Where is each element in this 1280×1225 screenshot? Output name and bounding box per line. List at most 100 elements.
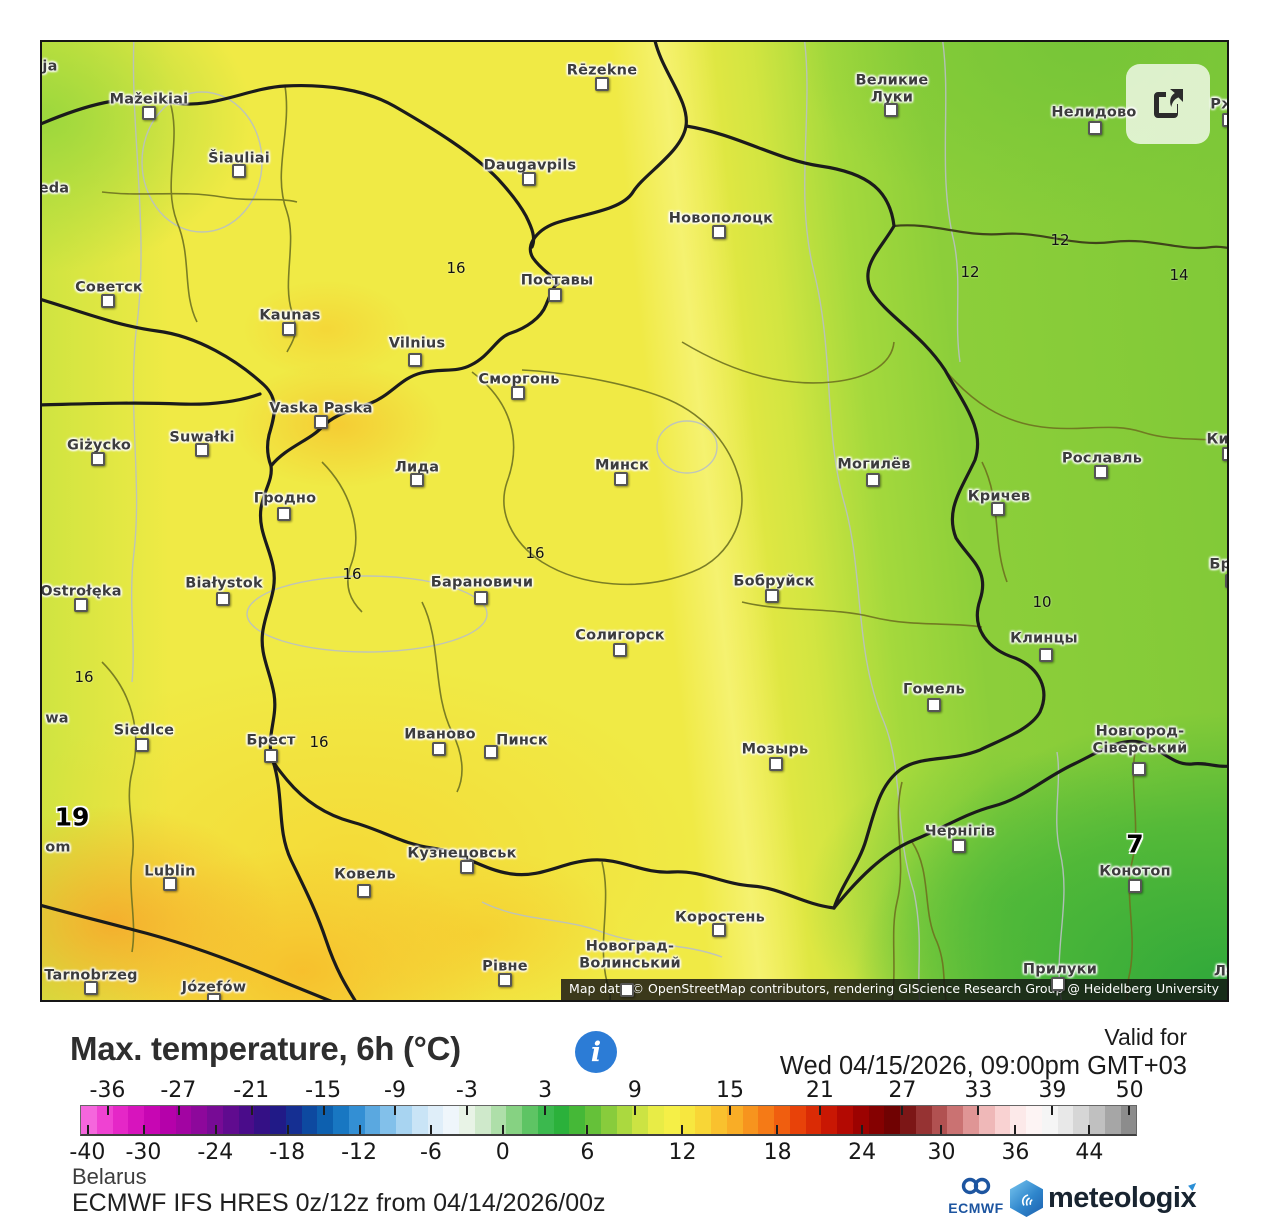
city-marker bbox=[216, 592, 230, 606]
colorbar-tick-label: -27 bbox=[160, 1078, 197, 1103]
temperature-value: 19 bbox=[54, 802, 90, 832]
colorbar-segment bbox=[1120, 1106, 1137, 1134]
city-label: wa bbox=[45, 710, 69, 727]
colorbar-segment bbox=[821, 1106, 837, 1134]
city-marker bbox=[135, 738, 149, 752]
colorbar-tick-label: -18 bbox=[269, 1140, 306, 1165]
city-label: Могилёв bbox=[837, 456, 911, 473]
colorbar-segment bbox=[569, 1106, 585, 1134]
colorbar-segment bbox=[1089, 1106, 1105, 1134]
city-marker bbox=[1088, 121, 1102, 135]
city-marker bbox=[232, 164, 246, 178]
colorbar-segment bbox=[238, 1106, 255, 1134]
colorbar-tick bbox=[633, 1106, 636, 1115]
city-marker bbox=[1222, 447, 1227, 461]
colorbar-tick bbox=[107, 1106, 110, 1115]
colorbar-segment bbox=[317, 1106, 333, 1134]
city-label: Бобруйск bbox=[733, 573, 815, 590]
city-marker bbox=[84, 981, 98, 995]
colorbar-segment bbox=[947, 1106, 963, 1134]
city-marker bbox=[432, 742, 446, 756]
city-marker bbox=[613, 643, 627, 657]
colorbar-tick-label: -30 bbox=[125, 1140, 162, 1165]
city-marker bbox=[1222, 113, 1227, 127]
colorbar-tick bbox=[1013, 1125, 1016, 1134]
city-marker bbox=[548, 288, 562, 302]
city-label: Новополоцк bbox=[668, 210, 774, 227]
colorbar-segment bbox=[978, 1106, 995, 1134]
temperature-value: 7 bbox=[1126, 829, 1144, 859]
colorbar-tick bbox=[860, 1125, 863, 1134]
colorbar-tick bbox=[586, 1125, 589, 1134]
temperature-value: 16 bbox=[342, 565, 362, 583]
info-icon[interactable]: i bbox=[575, 1031, 617, 1073]
city-label: Новоград- Волинський bbox=[579, 938, 681, 971]
city-marker bbox=[712, 225, 726, 239]
city-marker bbox=[484, 745, 498, 759]
colorbar-segment bbox=[1073, 1106, 1089, 1134]
colorbar-tick bbox=[502, 1125, 504, 1134]
map-borders-layer bbox=[42, 42, 1227, 1000]
colorbar-segment bbox=[364, 1106, 381, 1134]
colorbar-labels-top: -36 -27 -21 -15 -9 -3 3 9 15 21 27 33 39 50 bbox=[80, 1078, 1144, 1103]
colorbar-segment bbox=[915, 1106, 932, 1134]
city-label: Ковель bbox=[334, 866, 396, 883]
map-canvas[interactable]: Map data © OpenStreetMap contributors, r… bbox=[40, 40, 1229, 1002]
city-marker bbox=[620, 983, 634, 997]
city-marker bbox=[1225, 574, 1227, 588]
colorbar-tick bbox=[394, 1106, 397, 1115]
colorbar-tick bbox=[976, 1106, 979, 1115]
city-marker bbox=[1128, 879, 1142, 893]
colorbar-tick bbox=[818, 1106, 821, 1115]
city-marker bbox=[410, 473, 424, 487]
temperature-value: 12 bbox=[960, 263, 980, 281]
colorbar-segment bbox=[254, 1106, 270, 1134]
colorbar-tick bbox=[358, 1125, 361, 1134]
city-marker bbox=[1094, 465, 1108, 479]
colorbar-segment bbox=[837, 1106, 853, 1134]
colorbar-tick-label: -21 bbox=[233, 1078, 270, 1103]
city-marker bbox=[282, 322, 296, 336]
city-marker bbox=[314, 415, 328, 429]
colorbar-segment bbox=[679, 1106, 696, 1134]
model-info: ECMWF IFS HRES 0z/12z from 04/14/2026/00… bbox=[72, 1189, 606, 1217]
temperature-value: 14 bbox=[1169, 266, 1189, 284]
colorbar-segment bbox=[333, 1106, 349, 1134]
colorbar-tick-label: 24 bbox=[848, 1140, 877, 1165]
colorbar-tick-label: 50 bbox=[1115, 1078, 1144, 1103]
city-label: Мозырь bbox=[741, 741, 809, 758]
city-label: Рж bbox=[1210, 96, 1227, 113]
map-attribution[interactable]: Map data © OpenStreetMap contributors, r… bbox=[561, 979, 1227, 1000]
share-button[interactable] bbox=[1126, 64, 1210, 144]
colorbar-tick-label: 12 bbox=[668, 1140, 697, 1165]
meteologix-logo[interactable]: meteologix bbox=[1010, 1180, 1197, 1217]
city-marker bbox=[498, 973, 512, 987]
share-icon bbox=[1154, 89, 1183, 118]
colorbar-tick bbox=[430, 1125, 433, 1134]
colorbar-tick-label: -6 bbox=[419, 1140, 442, 1165]
city-label: Lublin bbox=[144, 863, 196, 880]
city-label: Tarnobrzeg bbox=[44, 967, 138, 984]
colorbar-segment bbox=[900, 1106, 916, 1134]
city-label: eda bbox=[40, 180, 70, 197]
city-label: Białystok bbox=[185, 575, 263, 592]
city-label: Солигорск bbox=[575, 627, 665, 644]
city-label: Минск bbox=[594, 457, 650, 474]
city-marker bbox=[614, 472, 628, 486]
city-marker bbox=[101, 294, 115, 308]
city-label: Кузнецовськ bbox=[407, 845, 517, 862]
city-label: Рославль bbox=[1061, 450, 1143, 467]
colorbar-segment bbox=[112, 1106, 129, 1134]
colorbar-tick bbox=[178, 1106, 181, 1115]
colorbar-tick bbox=[900, 1106, 903, 1115]
colorbar-segment bbox=[537, 1106, 554, 1134]
city-label: Kaunas bbox=[259, 307, 321, 324]
meteologix-hexagon-icon bbox=[1010, 1180, 1043, 1217]
colorbar-tick bbox=[143, 1125, 146, 1134]
city-label: Новгород- Сіверський bbox=[1092, 723, 1188, 756]
ecmwf-logo[interactable]: ECMWF bbox=[945, 1177, 1007, 1216]
colorbar-segment bbox=[506, 1106, 522, 1134]
colorbar-segment bbox=[222, 1106, 239, 1134]
colorbar-segment bbox=[411, 1106, 428, 1134]
colorbar-tick bbox=[250, 1106, 253, 1115]
